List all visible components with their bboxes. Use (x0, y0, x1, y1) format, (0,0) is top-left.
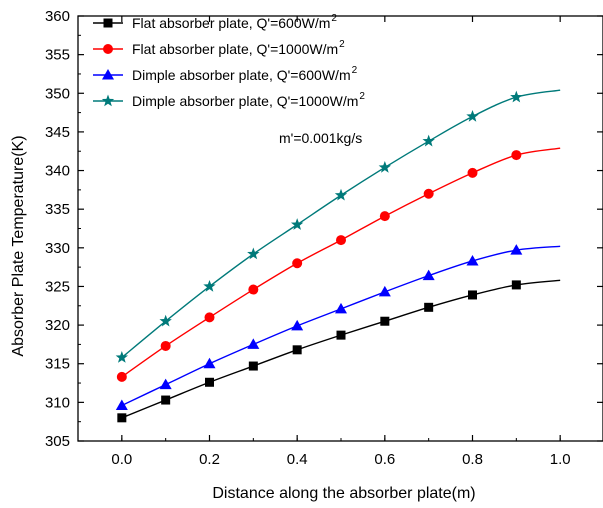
data-point-triangle (422, 269, 435, 281)
data-point-star (101, 94, 115, 107)
data-point-star (378, 160, 392, 173)
data-point-circle (511, 150, 522, 161)
data-point-star (247, 247, 260, 260)
legend-label: Dimple absorber plate, Q'=1000W/m2 (132, 91, 365, 109)
data-point-star (422, 134, 435, 147)
series-line (121, 279, 561, 419)
data-point-star (510, 90, 523, 103)
data-point-square (424, 302, 434, 312)
x-tick-label: 1.0 (550, 451, 571, 468)
data-point-star (159, 314, 172, 327)
data-point-triangle (335, 302, 347, 314)
data-point-circle (204, 312, 215, 323)
annotation-mass-flow: m'=0.001kg/s (279, 130, 362, 146)
y-tick-label: 360 (45, 8, 70, 25)
data-point-circle (379, 211, 390, 222)
data-point-triangle (510, 244, 523, 255)
y-tick-label: 355 (45, 47, 70, 64)
data-point-circle (336, 235, 346, 246)
y-tick-label: 310 (45, 394, 70, 411)
data-point-triangle (115, 399, 128, 410)
data-point-triangle (466, 254, 479, 266)
y-tick-label: 320 (45, 317, 70, 334)
x-tick-label: 0.8 (462, 451, 483, 468)
data-point-square (511, 280, 521, 290)
data-point-square (103, 18, 113, 28)
data-point-triangle (247, 338, 260, 349)
x-tick-label: 0.2 (199, 451, 220, 468)
y-tick-label: 305 (45, 433, 70, 450)
data-point-square (205, 377, 214, 387)
data-point-triangle (203, 357, 216, 369)
data-point-square (380, 316, 390, 326)
data-point-square (161, 395, 171, 405)
legend-label: Flat absorber plate, Q'=1000W/m2 (132, 39, 345, 57)
data-point-square (468, 290, 477, 300)
y-tick-label: 335 (45, 201, 70, 218)
y-tick-label: 325 (45, 278, 70, 295)
legend-label: Flat absorber plate, Q'=600W/m2 (132, 13, 337, 31)
y-tick-label: 330 (45, 240, 70, 257)
data-point-star (334, 188, 348, 201)
legend-label: Dimple absorber plate, Q'=600W/m2 (132, 65, 358, 83)
data-point-star (203, 279, 216, 292)
data-point-star (290, 218, 304, 230)
x-tick-label: 0.6 (374, 451, 395, 468)
y-tick-label: 315 (45, 356, 70, 373)
data-point-circle (467, 167, 478, 178)
series-circle (116, 147, 561, 382)
data-point-square (248, 361, 258, 371)
y-tick-label: 350 (45, 85, 70, 102)
data-point-circle (103, 44, 113, 54)
axes: 0.0 0.2 0.4 0.6 0.8 1.0 305 310 315 320 325 330 335 3… (45, 8, 603, 468)
data-point-circle (423, 188, 434, 199)
data-point-circle (248, 284, 259, 295)
series-star (115, 89, 561, 363)
legend: Flat absorber plate, Q'=600W/m2 Flat abso… (93, 13, 365, 109)
data-point-triangle (291, 319, 304, 331)
data-point-circle (160, 340, 171, 351)
series-triangle (115, 244, 561, 410)
data-point-square (292, 345, 302, 355)
data-point-star (466, 109, 479, 122)
data-point-triangle (102, 69, 114, 80)
data-point-square (117, 413, 127, 423)
series-line (121, 147, 561, 378)
data-point-circle (292, 258, 303, 269)
series-line (121, 245, 561, 407)
data-point-star (115, 351, 129, 363)
data-point-triangle (159, 378, 172, 390)
data-point-triangle (378, 285, 391, 297)
y-axis-title: Absorber Plate Temperature(K) (10, 135, 27, 356)
x-axis-title: Distance along the absorber plate(m) (212, 485, 475, 502)
x-tick-label: 0.0 (111, 451, 132, 468)
series-group (115, 89, 561, 423)
data-point-square (336, 330, 346, 340)
series-square (117, 279, 561, 423)
data-point-circle (116, 371, 127, 382)
y-tick-label: 345 (45, 124, 70, 141)
x-tick-label: 0.4 (287, 451, 308, 468)
y-tick-label: 340 (45, 163, 70, 180)
